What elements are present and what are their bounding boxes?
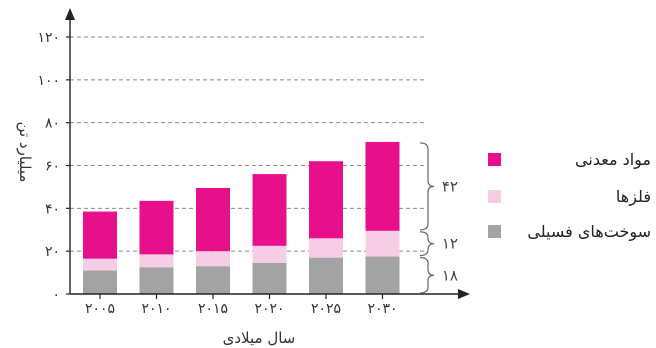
bar-segment xyxy=(83,211,117,259)
bar-segment xyxy=(309,161,343,239)
bar-segment xyxy=(83,270,117,294)
bracket-annotations: ۱۸ ۱۲ ۴۲ xyxy=(419,142,458,294)
y-tick-label: ۴۰ xyxy=(45,201,60,217)
bar-segment xyxy=(196,266,230,294)
x-axis-title: سال میلادی xyxy=(223,329,296,347)
legend: مواد معدنی فلزها سوخت‌های فسیلی xyxy=(488,150,651,242)
bar-segment xyxy=(83,258,117,271)
bar-segment xyxy=(365,256,400,294)
bar-segment xyxy=(196,187,230,252)
bar-segment xyxy=(196,251,230,267)
bracket xyxy=(419,142,435,231)
bar-segment xyxy=(309,257,343,294)
x-tick-label: ۲۰۳۰ xyxy=(367,301,397,317)
bar-segment xyxy=(252,262,287,294)
bracket-label: ۱۲ xyxy=(442,235,458,253)
x-tick-label: ۲۰۰۵ xyxy=(85,301,115,317)
y-tick-label: ۶۰ xyxy=(45,159,60,175)
y-tick-label: ۱۲۰ xyxy=(37,30,60,46)
bar-segment xyxy=(365,141,400,231)
axes xyxy=(65,8,470,299)
bar-segment xyxy=(139,267,174,294)
legend-label: فلزها xyxy=(616,187,651,207)
bar-segment xyxy=(252,174,287,246)
bracket-label: ۱۸ xyxy=(442,266,458,284)
bracket xyxy=(419,231,435,257)
x-tick-labels: ۲۰۰۵ ۲۰۱۰ ۲۰۱۵ ۲۰۲۰ ۲۰۲۵ ۲۰۳۰ xyxy=(85,294,398,317)
y-tick-label: ۸۰ xyxy=(45,116,60,132)
legend-swatch xyxy=(488,153,501,166)
bracket-label: ۴۲ xyxy=(442,177,458,195)
x-tick-label: ۲۰۱۵ xyxy=(198,301,228,317)
bar-segment xyxy=(252,245,287,263)
x-axis-arrow xyxy=(458,289,470,299)
y-tick-label: ۲۰ xyxy=(45,244,60,260)
bar-segment xyxy=(365,230,400,257)
bar-segment xyxy=(309,238,343,258)
legend-label: مواد معدنی xyxy=(575,150,651,170)
bar-segment xyxy=(139,200,174,255)
y-tick-label: ۱۰۰ xyxy=(37,73,60,89)
legend-label: سوخت‌های فسیلی xyxy=(527,222,651,242)
x-tick-label: ۲۰۲۵ xyxy=(311,301,341,317)
x-tick-label: ۲۰۲۰ xyxy=(254,301,284,317)
legend-swatch xyxy=(488,190,501,203)
bracket xyxy=(419,256,435,294)
legend-swatch xyxy=(488,225,501,238)
bar-stacks xyxy=(83,141,400,294)
y-tick-labels: ۰ ۲۰ ۴۰ ۶۰ ۸۰ ۱۰۰ ۱۲۰ xyxy=(37,30,70,303)
y-axis-title: میلیارد تن xyxy=(16,122,34,183)
y-axis-arrow xyxy=(65,8,75,20)
y-tick-label: ۰ xyxy=(52,287,60,303)
bar-segment xyxy=(139,254,174,268)
x-tick-label: ۲۰۱۰ xyxy=(141,301,171,317)
